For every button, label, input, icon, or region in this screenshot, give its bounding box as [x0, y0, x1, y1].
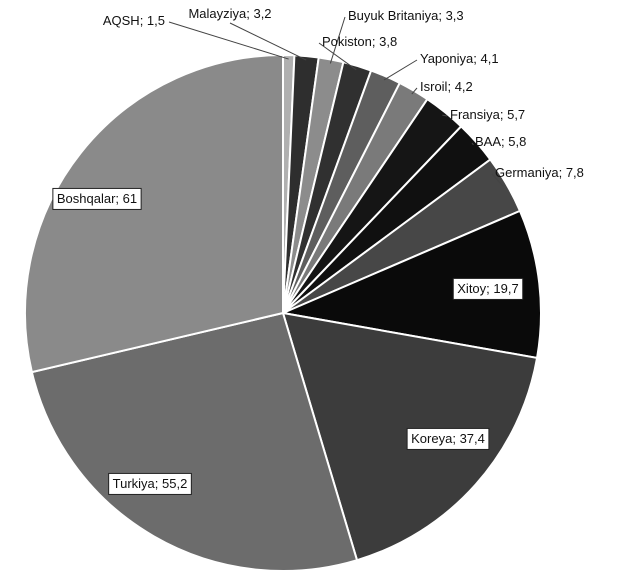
slice-label: Turkiya; 55,2 — [108, 472, 192, 495]
data-label: AQSH; 1,5 — [103, 13, 165, 28]
label-box — [406, 427, 490, 450]
slice-label: Boshqalar; 61 — [52, 187, 142, 210]
slice-label: Malayziya; 3,2 — [188, 6, 307, 61]
label-category: AQSH — [103, 13, 140, 28]
label-value: 37,4 — [460, 431, 485, 446]
data-label: Koreya; 37,4 — [411, 431, 485, 446]
label-value: 1,5 — [147, 13, 165, 28]
label-category: Koreya — [411, 431, 453, 446]
label-category: Buyuk Britaniya — [348, 8, 439, 23]
label-separator: ; — [559, 165, 566, 180]
slice-label: BAA; 5,8 — [471, 134, 526, 149]
label-value: 3,8 — [379, 34, 397, 49]
leader-line — [318, 42, 357, 71]
label-value: 3,3 — [446, 8, 464, 23]
leader-line — [411, 87, 418, 95]
pie-slice — [279, 209, 542, 360]
label-separator: ; — [372, 34, 379, 49]
label-value: 7,8 — [566, 165, 584, 180]
label-separator: ; — [486, 281, 493, 296]
label-separator: ; — [246, 6, 253, 21]
label-separator: ; — [452, 431, 459, 446]
label-box — [108, 472, 192, 495]
label-value: 61 — [123, 191, 137, 206]
slice-label: Germaniya; 7,8 — [491, 165, 584, 187]
label-box — [452, 277, 524, 300]
pie-slice — [30, 311, 359, 571]
slice-label: Yaponiya; 4,1 — [383, 51, 499, 81]
data-label: Isroil; 4,2 — [420, 79, 473, 94]
data-label: Boshqalar; 61 — [57, 191, 137, 206]
slice-label: Xitoy; 19,7 — [452, 277, 524, 300]
label-separator: ; — [115, 191, 122, 206]
label-category: Boshqalar — [57, 191, 116, 206]
data-label: Fransiya; 5,7 — [450, 107, 525, 122]
data-label: Malayziya; 3,2 — [188, 6, 271, 21]
label-separator: ; — [501, 134, 508, 149]
label-value: 4,2 — [455, 79, 473, 94]
slice-label: Pokiston; 3,8 — [318, 34, 397, 71]
leader-line — [442, 114, 448, 117]
data-label: BAA; 5,8 — [475, 134, 526, 149]
slice-label: AQSH; 1,5 — [103, 13, 289, 60]
leader-line — [329, 16, 346, 64]
label-category: Turkiya — [113, 476, 156, 491]
slice-label: Buyuk Britaniya; 3,3 — [329, 8, 464, 64]
label-category: Pokiston — [322, 34, 372, 49]
slice-label: Isroil; 4,2 — [411, 79, 473, 95]
label-value: 3,2 — [253, 6, 271, 21]
label-category: Malayziya — [188, 6, 247, 21]
data-label: Pokiston; 3,8 — [322, 34, 397, 49]
label-separator: ; — [473, 51, 480, 66]
label-value: 55,2 — [162, 476, 187, 491]
label-category: Yaponiya — [420, 51, 474, 66]
leader-line — [229, 22, 307, 61]
label-value: 5,8 — [508, 134, 526, 149]
data-label: Buyuk Britaniya; 3,3 — [348, 8, 464, 23]
label-value: 4,1 — [480, 51, 498, 66]
label-separator: ; — [155, 476, 162, 491]
pie-slice — [24, 53, 284, 374]
label-value: 5,7 — [507, 107, 525, 122]
label-category: Xitoy — [457, 281, 486, 296]
label-separator: ; — [140, 13, 147, 28]
slice-label: Koreya; 37,4 — [406, 427, 490, 450]
data-label: Germaniya; 7,8 — [495, 165, 584, 180]
leader-line — [168, 21, 289, 60]
label-separator: ; — [438, 8, 445, 23]
label-separator: ; — [500, 107, 507, 122]
label-category: Germaniya — [495, 165, 559, 180]
leader-line — [491, 173, 504, 187]
data-label: Xitoy; 19,7 — [457, 281, 518, 296]
label-box — [52, 187, 142, 210]
slice-label: Fransiya; 5,7 — [442, 107, 525, 122]
label-separator: ; — [447, 79, 454, 94]
leader-line — [471, 142, 474, 146]
data-label: Turkiya; 55,2 — [113, 476, 188, 491]
leader-line — [383, 59, 418, 81]
label-category: Isroil — [420, 79, 448, 94]
data-label: Yaponiya; 4,1 — [420, 51, 499, 66]
label-category: Fransiya — [450, 107, 501, 122]
label-category: BAA — [475, 134, 501, 149]
label-value: 19,7 — [493, 281, 518, 296]
